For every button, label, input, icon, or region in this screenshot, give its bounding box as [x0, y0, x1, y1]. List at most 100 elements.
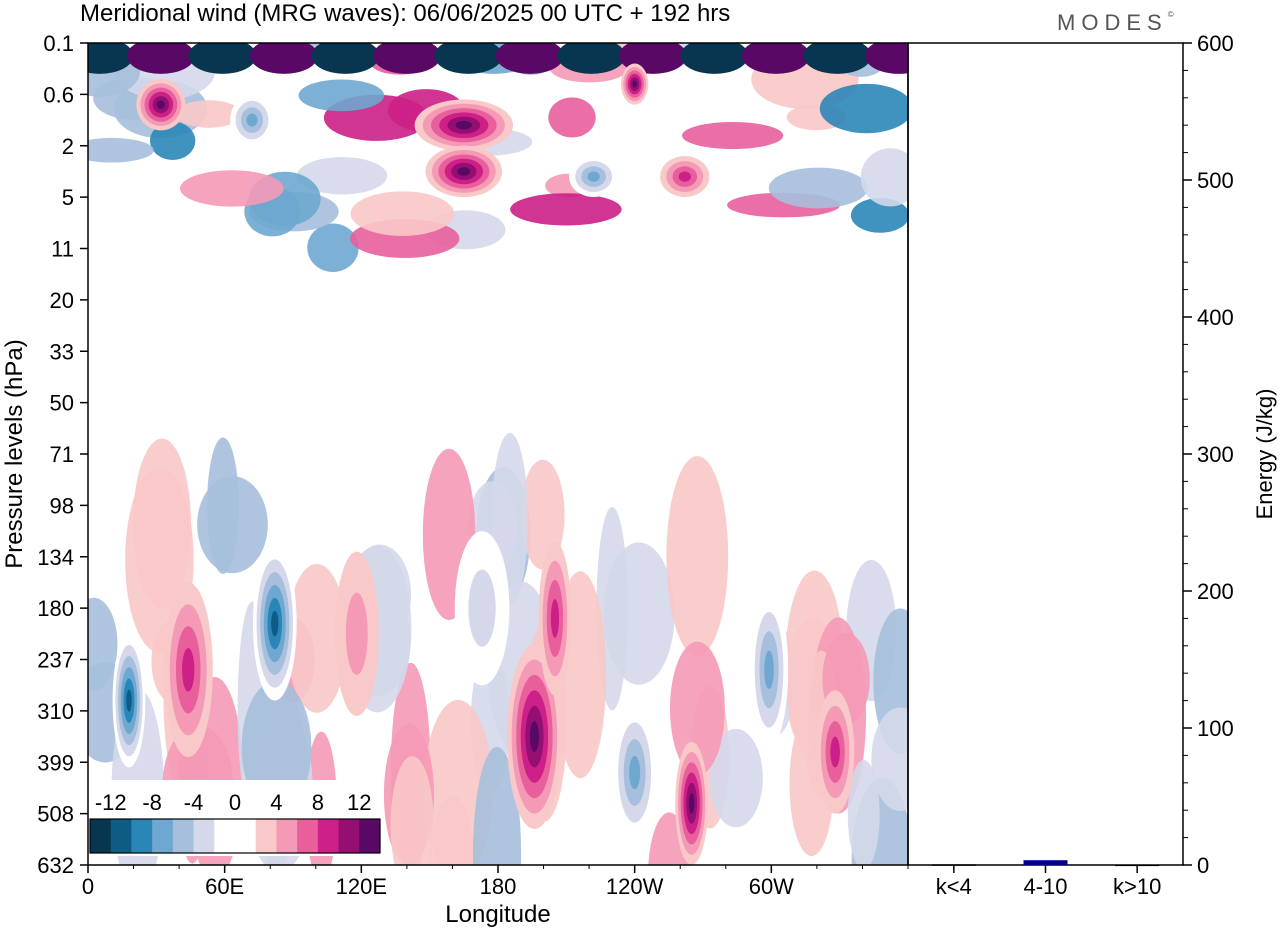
- energy-category-label: 4-10: [1023, 874, 1067, 899]
- colorbar-label: -8: [142, 790, 162, 815]
- y-tick-label: 399: [37, 750, 74, 775]
- y-tick-label: 71: [50, 442, 74, 467]
- y-tick-label: 20: [50, 288, 74, 313]
- wave-feature: [529, 721, 539, 752]
- colorbar-swatch: [235, 819, 257, 853]
- y-tick-label: 33: [50, 339, 74, 364]
- contour-patch: [666, 456, 729, 657]
- chart-title: Meridional wind (MRG waves): 06/06/2025 …: [80, 0, 731, 27]
- y-axis: 0.1 0.6 2 5 11 20 33 50 71 98 134 180 237 310 399 508 63…: [37, 31, 88, 878]
- y-tick-label: 632: [37, 853, 74, 878]
- x-tick-label: 60E: [205, 874, 244, 899]
- modes-logo: MODES©: [1057, 10, 1174, 36]
- colorbar-swatch: [317, 819, 340, 853]
- contour-patch: [390, 756, 434, 865]
- x-tick-label: 0: [82, 874, 94, 899]
- colorbar-label: -4: [184, 790, 204, 815]
- x-tick-label: 60W: [749, 874, 794, 899]
- wave-feature: [587, 171, 600, 182]
- contour-patch: [768, 167, 868, 209]
- contour-patch: [680, 43, 749, 74]
- wave-feature: [550, 599, 560, 638]
- contour-patch: [372, 43, 441, 74]
- contour-patch: [669, 641, 725, 776]
- colorbar-swatch: [359, 819, 381, 853]
- y-tick-label: 0.1: [43, 31, 74, 56]
- wave-feature: [764, 650, 774, 690]
- wave-feature: [678, 171, 691, 182]
- wave-feature: [246, 113, 258, 127]
- contour-patch: [472, 746, 522, 865]
- y-tick-label: 134: [37, 545, 74, 570]
- energy-bar: [1023, 860, 1068, 865]
- x-tick-label: 120W: [606, 874, 664, 899]
- contour-patch: [847, 759, 880, 865]
- y-tick-label: 310: [37, 699, 74, 724]
- colorbar-label: 8: [312, 790, 324, 815]
- contour-patch: [88, 137, 154, 163]
- energy-bars: k<4 4-10 k>10: [931, 860, 1161, 899]
- wave-feature: [688, 793, 695, 814]
- x-axis: 0 60E 120E 180 120W 60W: [82, 865, 909, 899]
- contour-patch: [188, 43, 257, 74]
- wave-feature: [271, 610, 279, 637]
- contour-patch: [311, 43, 380, 74]
- contour-patch: [548, 97, 596, 138]
- contour-patch: [741, 43, 810, 74]
- contour-patch: [286, 563, 347, 713]
- wave-feature: [632, 80, 637, 88]
- x-tick-label: 120E: [336, 874, 387, 899]
- colorbar-swatch: [297, 819, 319, 853]
- energy-panel-frame: [907, 42, 1184, 866]
- modes-logo-text: MODES: [1057, 10, 1168, 35]
- wave-feature: [468, 569, 496, 647]
- contour-patch: [179, 170, 284, 207]
- colorbar-frame: [89, 818, 381, 854]
- y-tick-label: 508: [37, 802, 74, 827]
- contour-patch: [557, 43, 626, 74]
- colorbar-swatch: [131, 819, 153, 853]
- energy-tick-label: 600: [1197, 31, 1234, 56]
- energy-tick-label: 300: [1197, 442, 1234, 467]
- contour-patch: [88, 43, 134, 74]
- energy-tick-label: 200: [1197, 579, 1234, 604]
- energy-tick-label: 500: [1197, 168, 1234, 193]
- contour-patch: [149, 121, 196, 161]
- colorbar: -12 -8 -4 0 4 8 12: [86, 780, 384, 856]
- wave-feature: [457, 167, 471, 176]
- y-tick-label: 50: [50, 391, 74, 416]
- y-tick-label: 98: [50, 493, 74, 518]
- contour-patch: [803, 43, 872, 74]
- contour-patch: [434, 43, 503, 74]
- wave-feature: [830, 736, 840, 768]
- x-tick-label: 180: [480, 874, 517, 899]
- colorbar-swatch: [90, 819, 112, 853]
- wave-features: [112, 63, 855, 865]
- energy-tick-label: 0: [1197, 853, 1209, 878]
- colorbar-swatch: [214, 819, 236, 853]
- contour-patch: [298, 79, 385, 112]
- colorbar-swatch: [152, 819, 174, 853]
- colorbar-label: -12: [95, 790, 127, 815]
- contour-patch: [860, 148, 908, 207]
- wave-feature: [629, 755, 641, 790]
- wave-feature: [156, 100, 165, 109]
- contour-patch: [709, 728, 763, 828]
- energy-category-label: k>10: [1113, 874, 1161, 899]
- wave-feature: [126, 689, 132, 712]
- modes-logo-mark: ©: [1167, 10, 1174, 19]
- colorbar-label: 4: [270, 790, 282, 815]
- y-tick-label: 5: [62, 185, 74, 210]
- energy-axis-label: Energy (J/kg): [1252, 389, 1277, 520]
- energy-tick-label: 100: [1197, 716, 1234, 741]
- contour-patch: [819, 83, 908, 134]
- contour-patch: [296, 157, 388, 195]
- contour-patch: [307, 223, 359, 273]
- colorbar-swatch: [255, 819, 277, 853]
- contour-patch: [126, 43, 195, 74]
- contour-patch: [350, 191, 455, 236]
- contour-patch: [864, 43, 908, 74]
- colorbar-swatch: [276, 819, 298, 853]
- energy-axis: 0 100 200 300 400 500 600: [1183, 31, 1234, 878]
